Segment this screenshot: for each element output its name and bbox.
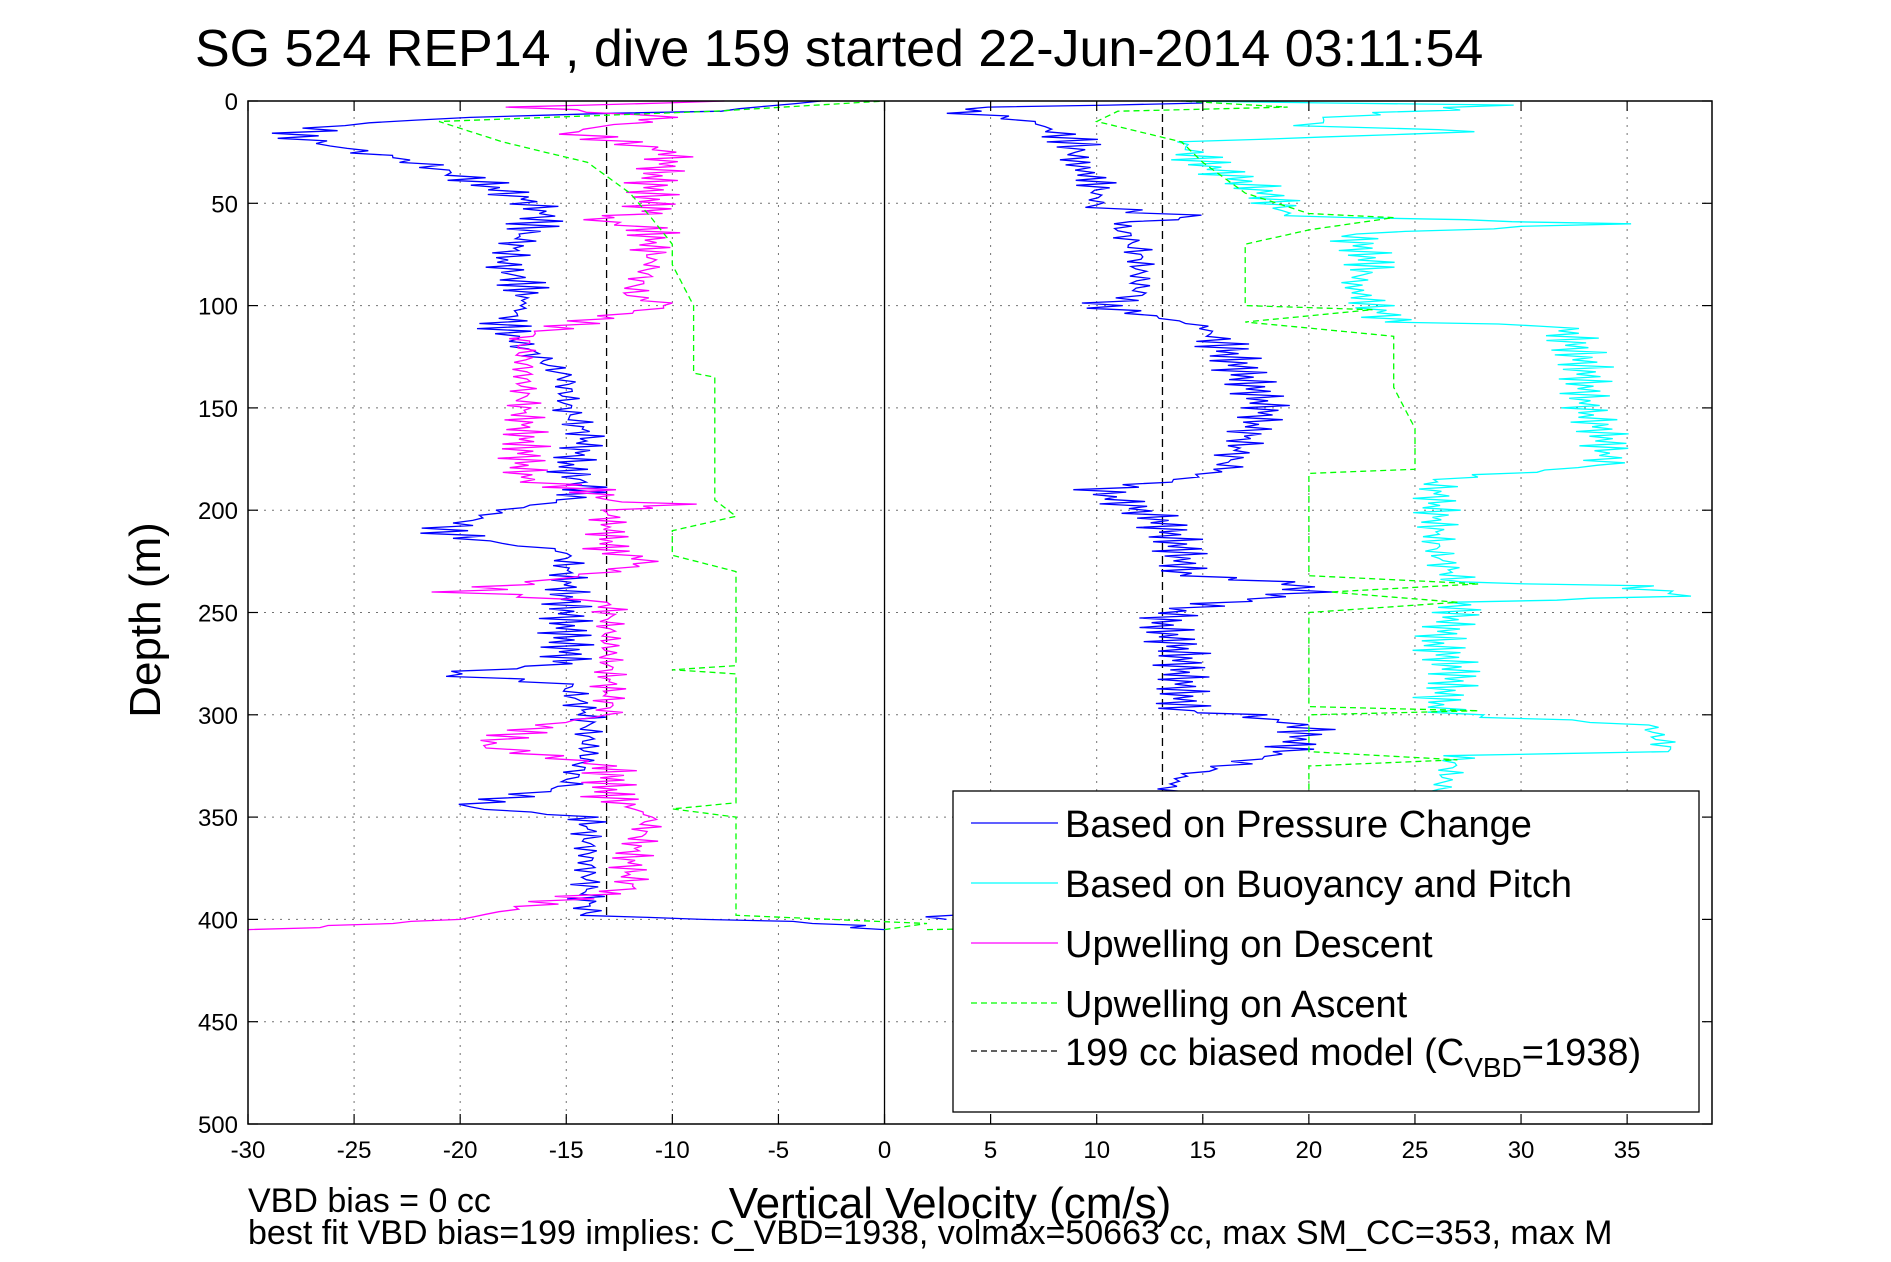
ticks-layer: -30 -25 -20 -15 -10 -5 0 5 10 15 20 25 30 35050100150…: [198, 89, 1712, 1164]
x-tick-label: -10: [655, 1137, 690, 1164]
upwelling-descent-series: [247, 100, 725, 931]
upwelling-ascent-right-series: [926, 100, 1479, 931]
x-tick-label: 5: [984, 1137, 997, 1164]
y-tick-label: 0: [225, 89, 238, 116]
x-tick-label: 20: [1296, 1137, 1323, 1164]
legend-label-subscript: VBD: [1464, 1052, 1522, 1083]
x-tick-label: -15: [549, 1137, 584, 1164]
x-tick-label: -5: [768, 1137, 789, 1164]
buoyancy-pitch-series: [1001, 100, 1692, 925]
legend: Based on Pressure Change Based on Buoyanc…: [952, 790, 1700, 1113]
x-axis-label: Vertical Velocity (cm/s): [729, 1179, 1172, 1228]
upwelling-ascent-series: [438, 100, 928, 931]
x-tick-label: -20: [443, 1137, 478, 1164]
y-tick-label: 300: [198, 703, 238, 730]
footer-best-fit: best fit VBD bias=199 implies: C_VBD=193…: [248, 1214, 1612, 1252]
y-tick-label: 400: [198, 907, 238, 934]
x-tick-label: -25: [337, 1137, 372, 1164]
legend-label: Based on Buoyancy and Pitch: [1065, 864, 1572, 906]
legend-label: Upwelling on Descent: [1065, 924, 1433, 966]
pressure-ascent-series: [925, 102, 1336, 921]
x-tick-label: 15: [1189, 1137, 1216, 1164]
pressure-descent-series: [271, 100, 885, 931]
y-axis-label: Depth (m): [121, 522, 170, 718]
legend-label: Based on Pressure Change: [1065, 804, 1532, 846]
series-layer: [247, 100, 1692, 1124]
x-tick-label: 35: [1614, 1137, 1641, 1164]
y-tick-label: 150: [198, 396, 238, 423]
y-tick-label: 200: [198, 498, 238, 525]
y-tick-label: 50: [211, 191, 238, 218]
chart-title: SG 524 REP14 , dive 159 started 22-Jun-2…: [195, 20, 1483, 78]
legend-label: Upwelling on Ascent: [1065, 984, 1408, 1026]
x-tick-label: 10: [1083, 1137, 1110, 1164]
y-tick-label: 100: [198, 294, 238, 321]
x-tick-label: 0: [878, 1137, 891, 1164]
x-tick-label: 30: [1508, 1137, 1535, 1164]
y-tick-label: 500: [198, 1112, 238, 1139]
footer-vbd-bias: VBD bias = 0 cc: [248, 1182, 491, 1220]
y-tick-label: 250: [198, 601, 238, 628]
y-tick-label: 450: [198, 1010, 238, 1037]
legend-label-suffix: =1938): [1522, 1032, 1641, 1074]
y-tick-label: 350: [198, 805, 238, 832]
legend-box: [952, 790, 1700, 1113]
x-tick-label: 25: [1402, 1137, 1429, 1164]
x-tick-label: -30: [231, 1137, 266, 1164]
